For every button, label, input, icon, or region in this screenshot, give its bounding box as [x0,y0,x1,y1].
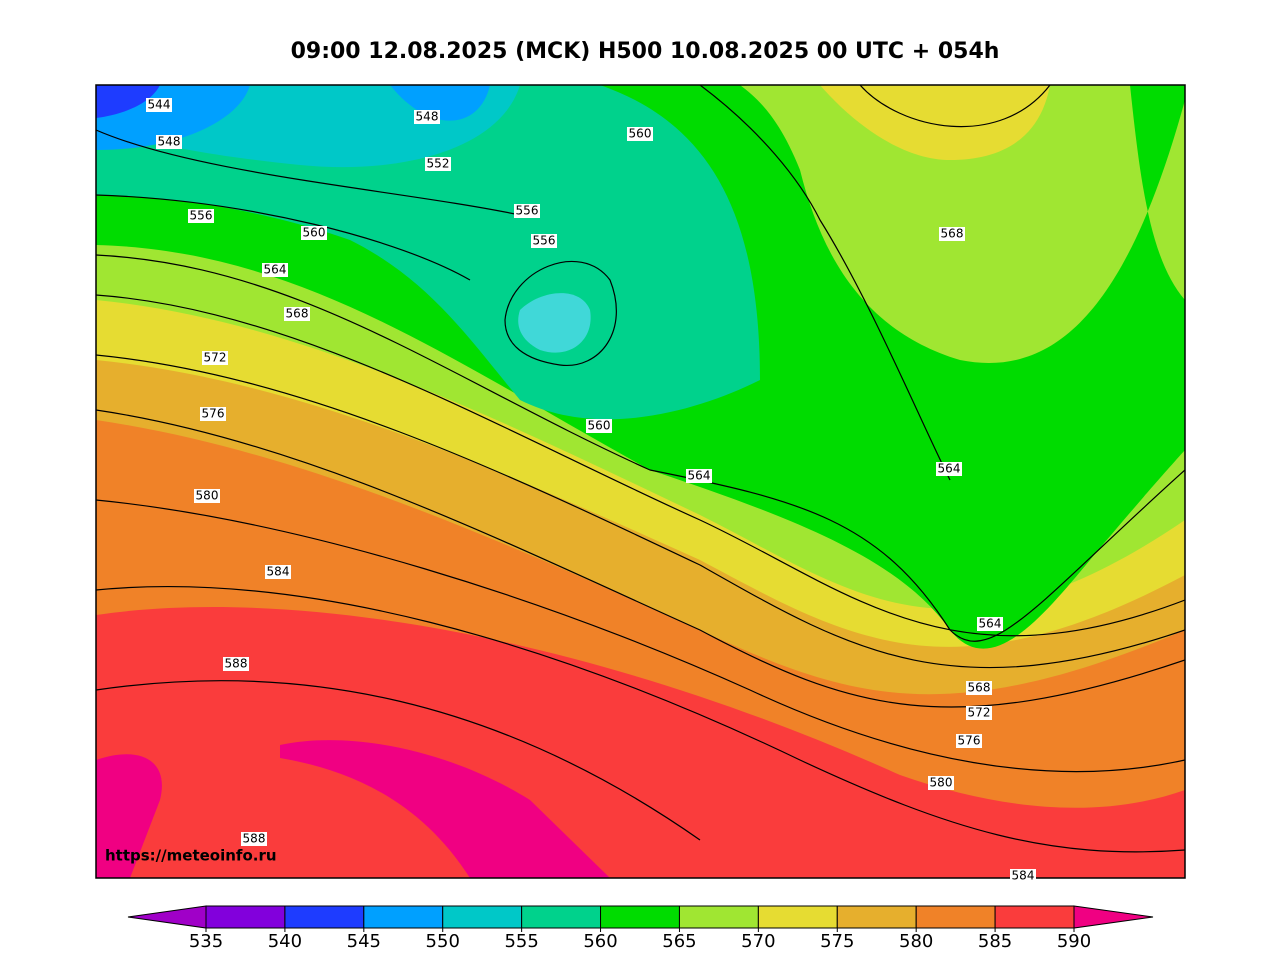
contour-label-box [265,565,291,579]
contour-labels: 544 548 548 552 560 556 560 556 556 564 568 568 572 5… [146,98,1036,883]
contour-label-box [977,617,1003,631]
contour-label: 548 [416,110,439,124]
contour-label: 548 [158,135,181,149]
contour-label-box [956,734,982,748]
contour-label: 556 [533,234,556,248]
contour-label: 564 [938,462,961,476]
contour-label: 564 [688,469,711,483]
title: 09:00 12.08.2025 (MCK) H500 10.08.2025 0… [291,39,1000,64]
colorbar-tick-label: 545 [347,931,381,952]
colorbar-segment [678,905,759,929]
contour-label: 580 [196,489,219,503]
colorbar-segment [521,905,602,929]
contour-label-box [686,469,712,483]
colorbar-segment [284,905,365,929]
colorbar-over [1073,905,1154,929]
map [96,85,1185,878]
contour-label-box [1010,869,1036,883]
contour-label: 588 [225,657,248,671]
colorbar-tick-label: 590 [1057,931,1091,952]
contour-label: 584 [1012,869,1035,883]
contour-label-box [284,307,310,321]
contour-label-box [966,681,992,695]
contour-label-box [241,832,267,846]
contour-label: 564 [979,617,1002,631]
source-url: https://meteoinfo.ru [105,847,277,865]
contour-label: 568 [286,307,309,321]
colorbar-segment [442,905,523,929]
colorbar-segment [915,905,996,929]
map-frame [95,84,1186,879]
contour-label: 588 [243,832,266,846]
contour-label: 572 [204,351,227,365]
contour-label-box [928,776,954,790]
contour-label-box [425,157,451,171]
colorbar-tick-label: 535 [189,931,223,952]
contour-label: 560 [629,127,652,141]
contour-label: 576 [958,734,981,748]
contour-label: 568 [941,227,964,241]
colorbar-segment [994,905,1075,929]
contour-label-box [586,419,612,433]
contour-label: 580 [930,776,953,790]
colorbar-tick-label: 585 [978,931,1012,952]
contour-label-box [262,263,288,277]
contour-label-box [936,462,962,476]
colorbar-tick-label: 565 [662,931,696,952]
contour-label: 552 [427,157,450,171]
colorbar: 535 540 545 550 555 560 565 570 575 580 585 590 [127,905,1154,952]
colorbar-segment [600,905,680,929]
contour-label-box [156,135,182,149]
colorbar-under [127,905,207,929]
contour-label-box [939,227,965,241]
contour-label: 544 [148,98,171,112]
colorbar-segment [836,905,917,929]
contour-label: 556 [190,209,213,223]
contour-label-box [531,234,557,248]
contour-label: 560 [588,419,611,433]
contour-label: 564 [264,263,287,277]
contour-label: 572 [968,706,991,720]
contour-label-box [414,110,440,124]
colorbar-tick-label: 555 [504,931,538,952]
contour-label-box [194,489,220,503]
colorbar-tick-label: 580 [899,931,933,952]
contour-label-box [223,657,249,671]
contour-label: 584 [267,565,290,579]
colorbar-tick-label: 540 [268,931,302,952]
colorbar-tick-label: 575 [820,931,854,952]
contour-label: 556 [516,204,539,218]
contour-label-box [514,204,540,218]
colorbar-tick-label: 560 [583,931,617,952]
colorbar-tick-label: 550 [426,931,460,952]
colorbar-segment [205,905,286,929]
contour-label-box [202,351,228,365]
contour-label-box [301,226,327,240]
contour-label-box [146,98,172,112]
colorbar-tick-label: 570 [741,931,775,952]
colorbar-segment [363,905,444,929]
contour-label-box [200,407,226,421]
contour-label-box [188,209,214,223]
colorbar-segment [757,905,838,929]
contour-label: 560 [303,226,326,240]
contour-label: 568 [968,681,991,695]
contour-label-box [966,706,992,720]
contour-label-box [627,127,653,141]
contour-label: 576 [202,407,225,421]
